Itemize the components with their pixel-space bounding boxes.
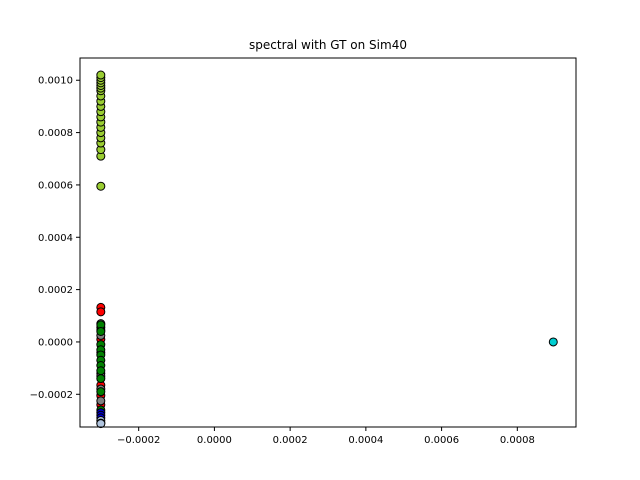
scatter-point (96, 326, 106, 336)
scatter-point (96, 307, 106, 317)
y-tick-label: 0.0008 (38, 128, 73, 139)
y-tick-label: 0.0000 (38, 337, 73, 348)
x-tick-label: 0.0004 (348, 435, 383, 446)
y-tick-label: 0.0002 (38, 285, 73, 296)
plot-frame (79, 57, 577, 428)
scatter-point (96, 181, 106, 191)
y-tick-label: −0.0002 (30, 390, 73, 401)
x-tick-label: 0.0006 (424, 435, 459, 446)
y-tick-label: 0.0004 (38, 233, 73, 244)
scatter-point (96, 70, 106, 80)
y-tick-label: 0.0006 (38, 180, 73, 191)
scatter-point (96, 374, 106, 384)
scatter-point (96, 387, 106, 397)
scatter-point (96, 396, 106, 406)
points-layer (96, 70, 558, 429)
x-tick-label: −0.0002 (117, 435, 160, 446)
x-tick-label: 0.0008 (500, 435, 535, 446)
axes-layer: −0.0002 0.0000 0.0002 0.0004 0.0006 0.0008 −0.… (30, 76, 535, 446)
y-tick-label: 0.0010 (38, 76, 73, 87)
x-tick-label: 0.0002 (273, 435, 308, 446)
scatter-point (548, 337, 558, 347)
scatter-point (96, 419, 106, 429)
scatter-point (96, 366, 106, 376)
x-tick-label: 0.0000 (197, 435, 232, 446)
chart-title: spectral with GT on Sim40 (249, 38, 407, 52)
